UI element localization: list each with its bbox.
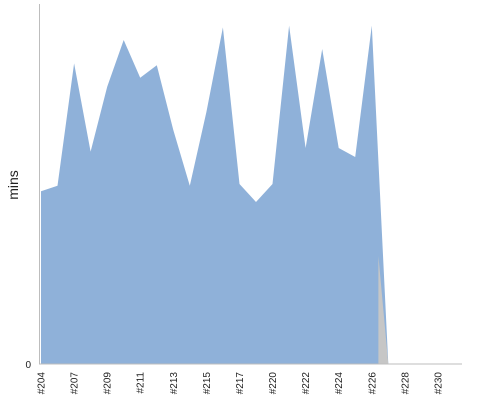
- x-tick-labels: #204 #207 #209 #211 #213 #215 #217 #220 #222 #224…: [37, 372, 445, 395]
- y-tick-label: 0: [25, 360, 31, 371]
- series-areas: [41, 25, 395, 364]
- x-tick-label: #228: [400, 372, 411, 395]
- x-tick-label: #209: [103, 372, 114, 395]
- series-area-0: [41, 25, 389, 364]
- y-axis-label: mins: [5, 170, 21, 200]
- x-tick-label: #217: [235, 372, 246, 395]
- x-tick-label: #226: [367, 372, 378, 395]
- x-tick-label: #213: [169, 372, 180, 395]
- x-tick-label: #224: [334, 372, 345, 395]
- x-tick-label: #204: [37, 372, 48, 395]
- x-tick-label: #207: [70, 372, 81, 395]
- x-tick-label: #222: [301, 372, 312, 395]
- x-tick-label: #230: [433, 372, 444, 395]
- x-tick-label: #220: [268, 372, 279, 395]
- x-tick-label: #215: [202, 372, 213, 395]
- series-area-1: [378, 256, 395, 364]
- x-tick-label: #211: [136, 372, 147, 394]
